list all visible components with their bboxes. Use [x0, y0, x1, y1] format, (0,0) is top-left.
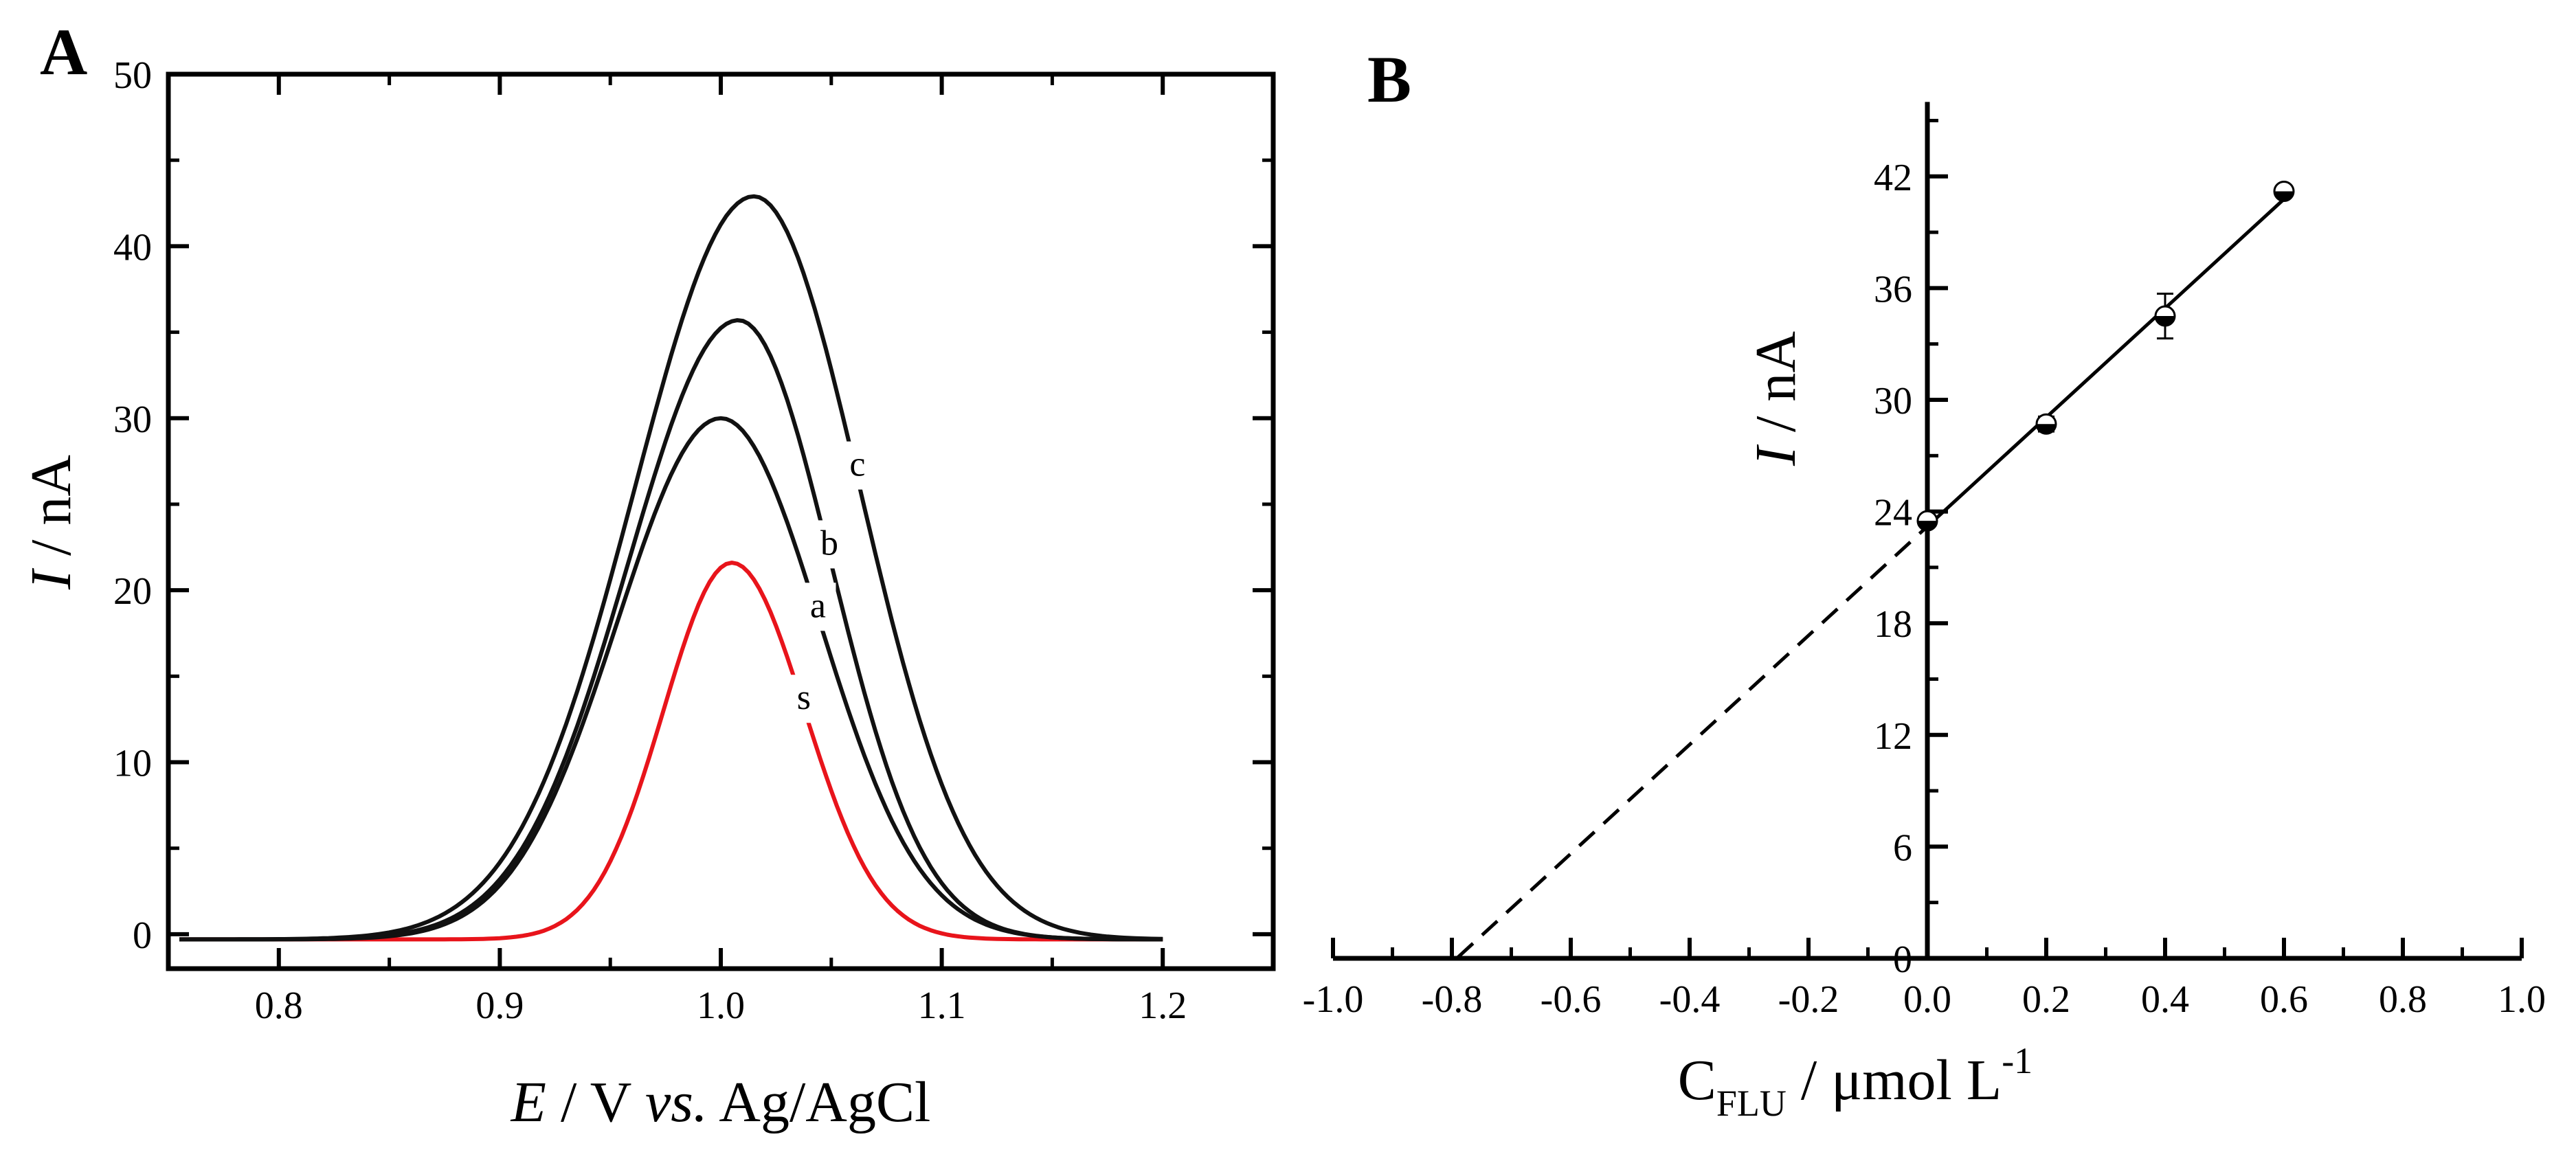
panel-b-marker-fill: [1918, 521, 1937, 531]
panel-a-y-tick-label-30: 30: [113, 398, 152, 441]
panel-b-y-tick-label-24: 24: [1874, 492, 1912, 534]
panel-a-x-tick-label-1-1: 1.1: [918, 984, 966, 1027]
panel-a-curve-label-background-c: [842, 441, 875, 490]
panel-b-x-axis-title: CFLU / μmol L-1: [1678, 1040, 2032, 1124]
panel-b-x-tick-label--0-8: -0.8: [1422, 978, 1483, 1021]
panel-b-data-point: [1916, 510, 1938, 532]
panel-b-x-tick-label-0-2: 0.2: [2022, 978, 2070, 1021]
panel-b-x-tick-labels: -1.0 -0.8 -0.6 -0.4 -0.2 0.0 0.2 0.4 0.6 0.8 1.0: [1303, 978, 2546, 1021]
panel-b-x-tick-label--0-6: -0.6: [1541, 978, 1602, 1021]
panel-b-x-tick-label-0: 0.0: [1903, 978, 1951, 1021]
panel-b-x-tick-label-1: 1.0: [2498, 978, 2546, 1021]
panel-a-x-tick-labels: 0.8 0.9 1.0 1.1 1.2: [255, 984, 1187, 1027]
panel-b-x-tick-label-0-4: 0.4: [2141, 978, 2189, 1021]
panel-a-x-tick-label-0-9: 0.9: [475, 984, 524, 1027]
panel-a-curves: [179, 194, 1163, 942]
panel-a-y-axis-title: I / nA: [19, 455, 83, 590]
panel-b-y-tick-label-12: 12: [1874, 715, 1912, 758]
panel-b-data-point: [2154, 293, 2176, 340]
panel-a-y-tick-labels: 0 10 20 30 40 50: [113, 54, 152, 957]
panel-a-x-tick-label-1: 1.0: [697, 984, 745, 1027]
panel-b-x-tick-label--1: -1.0: [1303, 978, 1364, 1021]
panel-b-fit-line-solid: [1926, 198, 2285, 528]
panel-b-x-tick-label--0-2: -0.2: [1778, 978, 1839, 1021]
panel-b-y-tick-label-18: 18: [1874, 603, 1912, 646]
panel-a-y-tick-label-10: 10: [113, 743, 152, 785]
panel-b-y-tick-label-42: 42: [1874, 157, 1912, 199]
panel-a-y-tick-label-50: 50: [113, 54, 152, 97]
panel-b-data-point: [2273, 180, 2295, 202]
panel-a-curve-label-b: b: [820, 523, 838, 563]
panel-b-fit-line: [1456, 198, 2285, 959]
panel-a-x-tick-label-0-8: 0.8: [255, 984, 303, 1027]
panel-b-y-tick-label-6: 6: [1893, 826, 1912, 869]
panel-b-x-tick-label--0-4: -0.4: [1659, 978, 1721, 1021]
panel-a-y-tick-label-20: 20: [113, 570, 152, 613]
panel-b-marker-fill: [2037, 424, 2056, 434]
panel-a-curve-label-background-s: [788, 675, 822, 723]
panel-a-curve-labels: s abc: [788, 441, 875, 723]
panel-b-y-tick-label-36: 36: [1874, 268, 1912, 311]
panel-a-y-tick-label-0: 0: [133, 914, 152, 957]
panel-b-data-point: [2035, 413, 2057, 435]
panel-b-data-points: [1916, 180, 2295, 532]
panel-b-y-tick-labels: 0 6 12 18 24 30 36 42: [1874, 157, 1912, 981]
panel-a-y-tick-label-40: 40: [113, 226, 152, 269]
panel-a: A 0.8 0.9 1.0 1.1 1.2 0 10 20 30 40 50 s abc E / V…: [19, 15, 1276, 1134]
panel-b: B -1.0 -0.8 -0.6 -0.4 -0.2 0.0 0.2 0.4 0.6 0.8 1.0…: [1303, 43, 2546, 1124]
panel-b-x-tick-label-0-6: 0.6: [2260, 978, 2308, 1021]
panel-b-fit-extrapolation-dashed: [1456, 525, 1929, 959]
panel-a-curve-c: [179, 194, 1163, 942]
panel-b-y-tick-label-0: 0: [1893, 938, 1912, 981]
panel-a-curve-label-s: s: [797, 678, 811, 717]
panel-b-y-tick-label-30: 30: [1874, 380, 1912, 422]
panel-a-letter: A: [40, 15, 87, 89]
panel-b-y-axis-title: I / nA: [1744, 331, 1808, 466]
panel-a-curve-label-background-b: [814, 520, 848, 569]
panel-b-marker-fill: [2155, 316, 2175, 326]
panel-a-curve-label-background-a: [803, 583, 836, 631]
panel-a-x-axis-title: E / V vs. Ag/AgCl: [511, 1070, 931, 1134]
panel-a-curve-label-c: c: [849, 445, 865, 484]
panel-a-axis-ticks: [168, 72, 1273, 969]
panel-b-marker-fill: [2274, 191, 2294, 201]
panel-b-x-tick-label-0-8: 0.8: [2379, 978, 2427, 1021]
panel-a-curve-label-a: a: [810, 586, 826, 625]
panel-a-x-tick-label-1-2: 1.2: [1139, 984, 1187, 1027]
panel-b-letter: B: [1367, 43, 1411, 116]
